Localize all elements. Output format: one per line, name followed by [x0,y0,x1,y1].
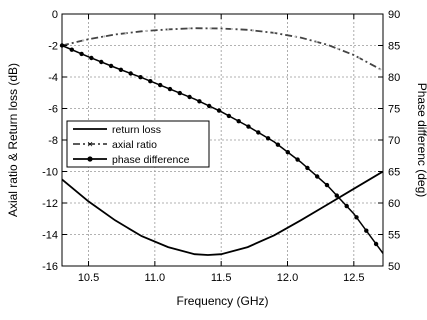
y-right-tick-label: 55 [388,230,400,242]
phase-difference-point [167,86,173,92]
x-tick-label: 11.5 [211,272,232,284]
phase-difference-point [177,90,182,96]
phase-difference-point [207,103,212,109]
axial-ratio-point [336,47,339,50]
y-left-tick-label: -2 [48,41,58,53]
axial-ratio-point [188,27,191,30]
legend-marker-axial-ratio: × [87,140,93,151]
phase-difference-point [256,130,261,135]
y-left-tick-label: -12 [42,198,58,210]
phase-difference-point [354,215,359,220]
phase-difference-point [305,165,310,171]
phase-difference-point [344,203,349,209]
y-left-tick-label: -4 [48,72,58,84]
tick-layer: 10.5 11.0 11.5 12.0 12.5 0 -2 -4 -6 -8 -10 -12 -14 -1… [42,9,400,284]
y-right-tick-label: 90 [388,9,400,21]
phase-difference-point [226,113,232,119]
x-axis-title: Frequency (GHz) [176,294,268,308]
y-axis-left-title: Axial ratio & Return loss (dB) [6,63,20,217]
y-right-tick-label: 50 [388,261,400,273]
phase-difference-point [138,75,143,80]
phase-difference-point [158,82,163,88]
phase-difference-point [118,67,124,73]
axial-ratio-point [251,29,255,32]
legend-marker-phase-difference [87,156,93,162]
x-tick-label: 11.0 [145,272,166,284]
phase-difference-point [79,51,84,57]
axial-ratio-point [209,27,212,30]
phase-difference-point [324,182,330,188]
x-tick-label: 12.5 [343,272,364,284]
y-right-tick-label: 60 [388,198,400,210]
y-left-tick-label: -10 [42,167,58,179]
phase-difference-point [246,124,251,129]
phase-difference-point [315,174,320,179]
phase-difference-point [285,150,290,155]
phase-difference-point [364,228,369,233]
y-right-tick-label: 80 [388,72,400,84]
y-right-tick-label: 85 [388,41,400,53]
axial-ratio-point [379,68,382,71]
y-left-tick-label: -14 [42,230,58,242]
phase-difference-point [187,94,192,100]
axial-ratio-point [103,35,106,38]
axial-ratio-point [124,32,127,35]
legend-label-axial-ratio: axial ratio [112,139,157,151]
axial-ratio-point [315,40,318,44]
phase-difference-point [99,59,104,65]
phase-difference-point [128,71,133,76]
axial-ratio-point [145,29,148,32]
y-right-tick-label: 70 [388,135,400,147]
y-right-tick-label: 75 [388,104,400,116]
legend-label-return-loss: return loss [112,124,161,136]
phase-difference-point [108,63,114,69]
phase-difference-point [373,241,379,247]
y-left-tick-label: -16 [42,261,58,273]
y-left-tick-label: -6 [48,104,58,116]
phase-difference-point [334,193,339,198]
series-line-axial-ratio [61,27,384,72]
x-tick-label: 12.0 [277,272,298,284]
legend-items: return loss × axial ratio phase difference [73,124,190,166]
axial-ratio-point [167,28,170,31]
phase-difference-point [148,79,153,84]
series-line-return-loss [61,170,384,256]
legend-label-phase-difference: phase difference [112,154,190,166]
axial-ratio-point [358,56,361,59]
grid-layer [62,14,383,266]
axial-ratio-point [82,39,85,42]
phase-difference-point [69,47,75,52]
axial-ratio-point [230,27,233,31]
x-tick-label: 10.5 [78,272,99,284]
phase-difference-point [216,108,222,113]
y-right-tick-label: 65 [388,167,400,179]
axial-ratio-point [273,31,276,34]
legend: return loss × axial ratio phase difference [66,120,210,168]
phase-difference-point [275,142,281,147]
y-axis-right-title: Phase differenc (deg) [415,83,427,198]
y-left-tick-label: 0 [52,9,58,21]
phase-difference-point [89,55,94,61]
y-left-tick-label: -8 [48,135,58,147]
phase-difference-point [265,136,271,141]
phase-difference-point [236,119,241,124]
phase-difference-point [295,157,300,162]
axial-ratio-point [294,35,297,38]
phase-difference-point [197,99,202,104]
